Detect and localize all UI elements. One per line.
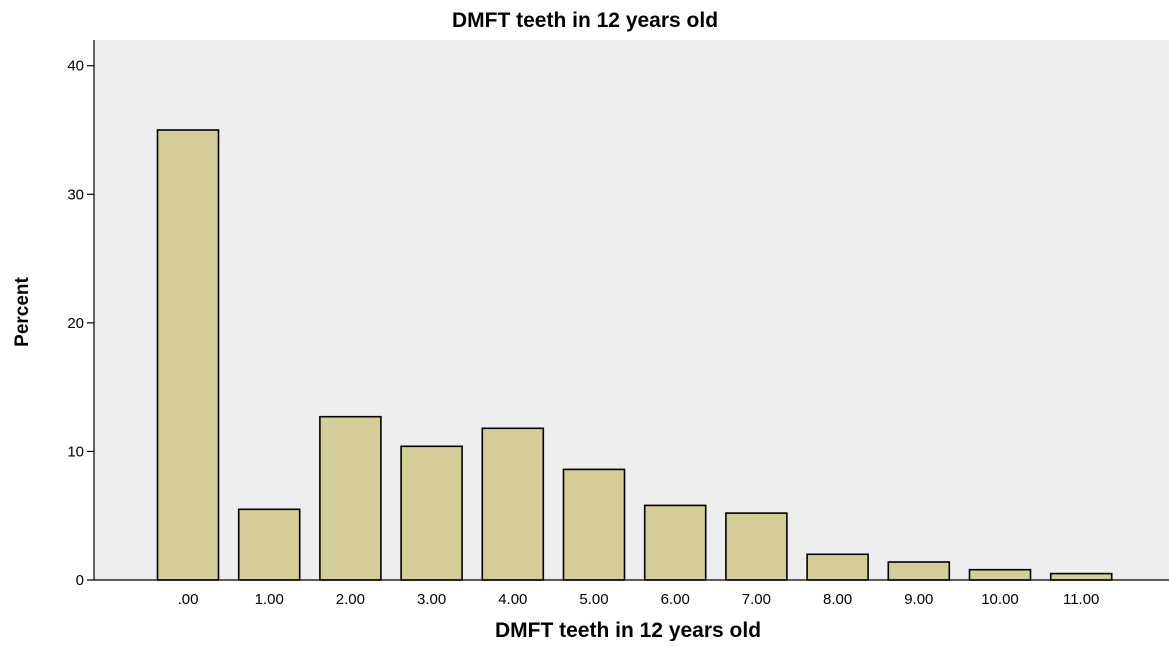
x-tick-label: 6.00 xyxy=(661,591,690,608)
y-tick-label: 10 xyxy=(67,443,84,460)
x-tick-label: 3.00 xyxy=(417,591,446,608)
bar-8p00 xyxy=(806,553,869,581)
x-tick-label: 1.00 xyxy=(255,591,284,608)
bar-3p00 xyxy=(400,445,463,581)
x-tick-label: 2.00 xyxy=(336,591,365,608)
bar-4p00 xyxy=(481,427,545,581)
bar-1p00 xyxy=(237,508,301,581)
bar-2p00 xyxy=(319,415,382,581)
x-tick-label: 11.00 xyxy=(1063,591,1099,608)
bar-0p00 xyxy=(156,129,220,581)
y-tick-label: 40 xyxy=(67,58,84,75)
x-tick-label: 10.00 xyxy=(981,591,1019,608)
bars-group xyxy=(156,129,1113,581)
bar-10p00 xyxy=(968,568,1032,581)
x-axis: .00 1.00 2.00 3.00 4.00 5.00 6.00 7.00 8.00 9.00 1… xyxy=(94,579,1169,608)
x-axis-label: DMFT teeth in 12 years old xyxy=(495,619,761,641)
chart-title: DMFT teeth in 12 years old xyxy=(452,9,718,32)
x-tick-label: 9.00 xyxy=(904,591,933,608)
x-tick-label: 8.00 xyxy=(823,591,852,608)
y-tick-label: 0 xyxy=(76,572,84,589)
plot-area xyxy=(94,40,1169,580)
x-tick-label: 5.00 xyxy=(579,591,608,608)
bar-5p00 xyxy=(562,468,626,581)
y-axis-label: Percent xyxy=(12,276,33,346)
bar-9p00 xyxy=(887,561,951,581)
x-tick-label: 4.00 xyxy=(498,591,527,608)
y-axis: 0 10 20 30 40 xyxy=(67,40,95,589)
bar-11p00 xyxy=(1049,572,1113,581)
x-tick-label: 7.00 xyxy=(742,591,771,608)
y-tick-label: 20 xyxy=(67,315,84,332)
y-tick-label: 30 xyxy=(67,186,84,203)
x-tick-label: .00 xyxy=(178,591,199,608)
bar-7p00 xyxy=(725,512,788,581)
bar-6p00 xyxy=(643,504,707,581)
